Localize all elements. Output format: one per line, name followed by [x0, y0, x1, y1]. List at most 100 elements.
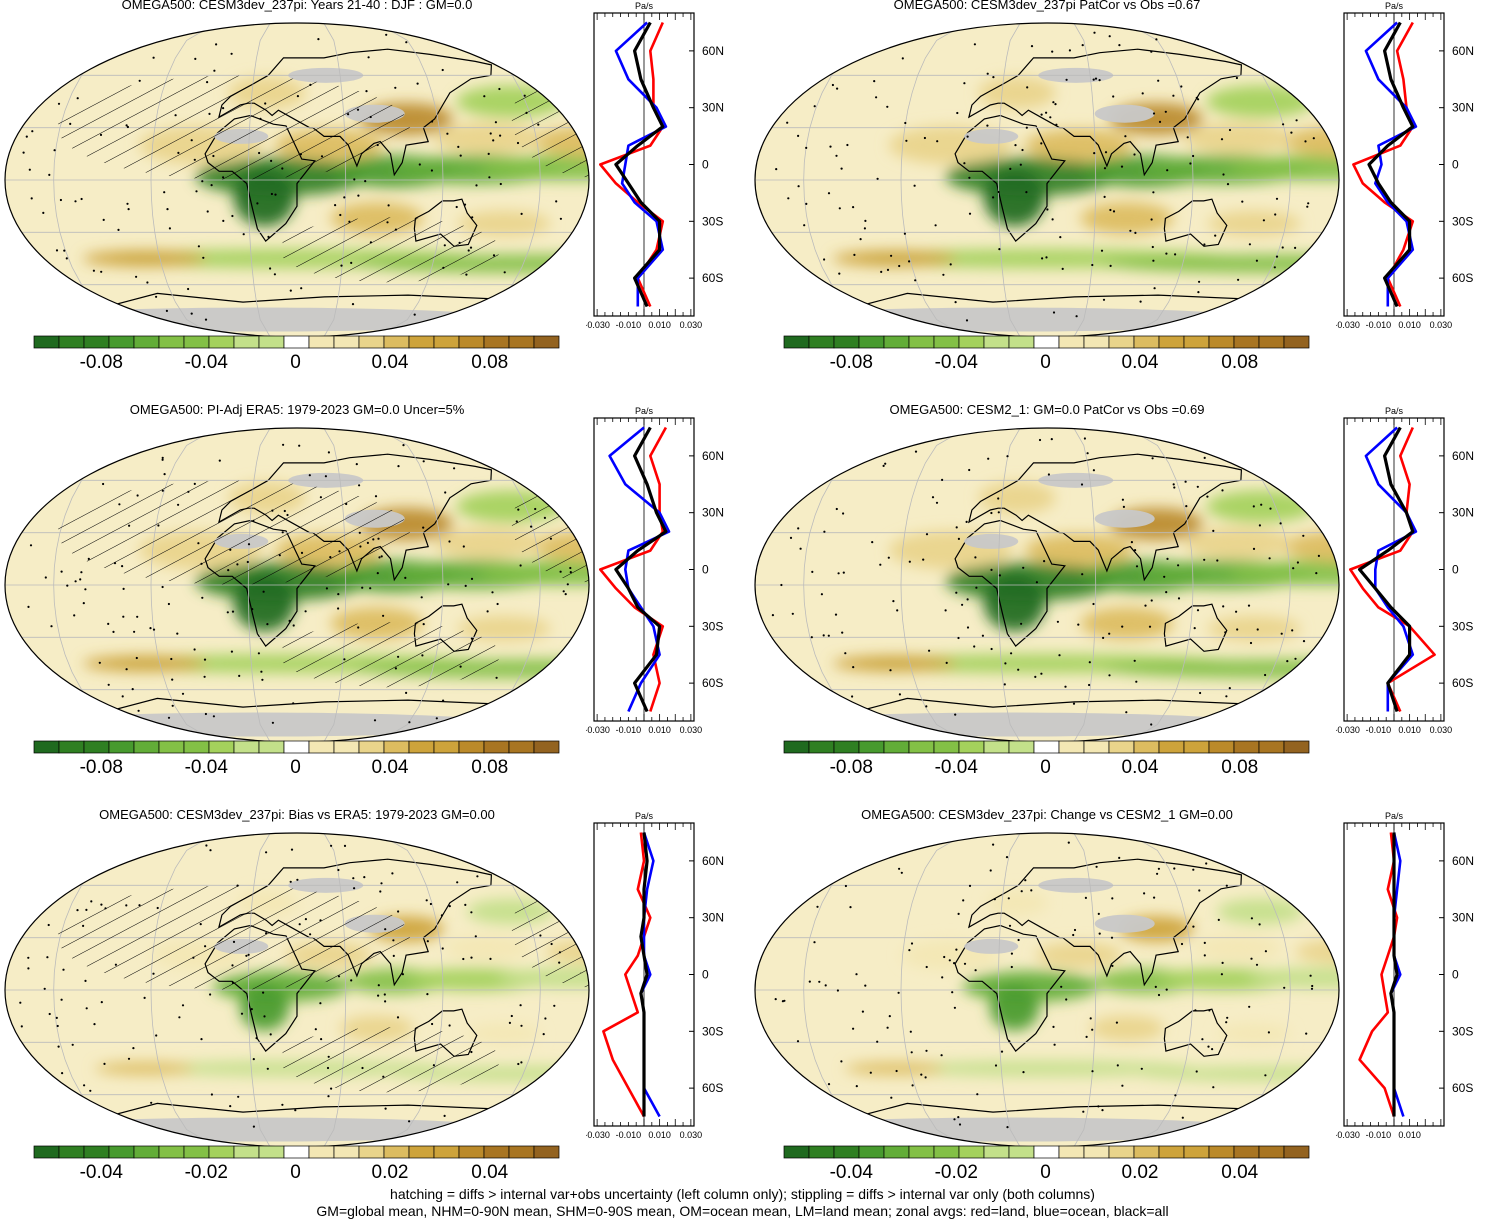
stipple	[1225, 884, 1228, 887]
stipple	[1003, 683, 1006, 686]
stipple	[194, 57, 197, 61]
colorbar-label: 0.04	[371, 352, 409, 373]
colorbar-label: 0	[1040, 757, 1051, 778]
stipple	[1035, 581, 1038, 584]
stipple	[126, 202, 129, 205]
stipple	[470, 911, 473, 914]
stipple	[1228, 128, 1232, 132]
stipple	[206, 81, 209, 84]
stipple	[1275, 255, 1279, 258]
stipple	[1198, 280, 1201, 283]
stipple	[1046, 208, 1049, 211]
colorbar-swatch	[883, 740, 910, 754]
stipple	[973, 645, 976, 648]
field-region	[1195, 935, 1282, 961]
stipple	[968, 884, 972, 887]
stipple	[1088, 661, 1091, 664]
graticule-lon	[997, 428, 1021, 742]
stipple	[1226, 183, 1230, 186]
panel-title: OMEGA500: CESM3dev_237pi PatCor vs Obs =…	[893, 0, 1201, 12]
stipple	[19, 1001, 22, 1004]
stipple	[1252, 547, 1256, 550]
stipple	[1317, 554, 1320, 557]
lat-label: 60S	[1452, 676, 1473, 690]
colorbar-swatch	[1233, 335, 1260, 349]
stipple	[66, 584, 69, 587]
stipple	[1281, 246, 1284, 249]
stipple	[469, 246, 473, 249]
stipple	[774, 998, 777, 1001]
stipple	[1236, 628, 1239, 631]
stipple	[181, 692, 185, 695]
stipple	[1225, 1021, 1228, 1024]
stipple	[363, 876, 366, 879]
stipple	[968, 468, 971, 472]
panel-title: OMEGA500: CESM3dev_237pi: Change vs CESM…	[861, 807, 1233, 822]
stipple	[900, 871, 903, 874]
stipple	[308, 474, 311, 477]
stipple	[1102, 636, 1105, 639]
stipple	[377, 994, 380, 997]
map-panel-4: OMEGA500: CESM2_1: GM=0.0 PatCor vs Obs …	[750, 402, 1485, 800]
stipple	[251, 608, 254, 611]
stipple	[85, 1007, 88, 1010]
stipple	[1112, 95, 1115, 98]
stipple	[957, 912, 960, 915]
stipple	[994, 1064, 998, 1067]
colorbar-swatch	[283, 1145, 310, 1159]
stipple	[1014, 144, 1017, 147]
stipple	[1080, 483, 1084, 486]
stipple	[309, 83, 312, 86]
lat-label: 30N	[1452, 911, 1474, 925]
stipple	[167, 602, 170, 606]
stipple	[440, 914, 443, 917]
stipple	[1196, 609, 1200, 612]
stipple	[953, 1118, 956, 1121]
stipple	[453, 467, 456, 470]
graticule-lon	[247, 833, 271, 1147]
colorbar-label: 0.08	[1221, 352, 1259, 373]
colorbar-swatch	[1233, 1145, 1260, 1159]
stipple	[242, 233, 245, 236]
colorbar-label: 0.04	[371, 757, 409, 778]
stipple	[319, 919, 322, 922]
stipple	[1296, 561, 1299, 564]
stipple	[968, 212, 972, 215]
stipple	[304, 610, 307, 613]
stipple	[1092, 469, 1095, 472]
lat-label: 30N	[702, 506, 724, 520]
colorbar-swatch	[58, 740, 85, 754]
stipple	[966, 135, 969, 138]
stipple	[1022, 1071, 1025, 1074]
panel-title: OMEGA500: CESM3dev_237pi: Bias vs ERA5: …	[99, 807, 495, 822]
zonal-line-land	[602, 832, 652, 1118]
x-tick-label: -0.010	[1366, 725, 1392, 735]
stipple	[822, 634, 825, 637]
stipple	[470, 577, 474, 580]
coastline-antarctica	[5, 292, 491, 337]
stipple	[559, 217, 563, 220]
stipple	[71, 1043, 74, 1046]
stipple	[430, 169, 433, 172]
colorbar-swatch	[383, 335, 410, 349]
stipple	[1072, 933, 1075, 937]
stipple	[1165, 591, 1168, 594]
stipple	[470, 637, 473, 640]
stipple	[1163, 575, 1166, 578]
colorbar-swatch	[1083, 1145, 1110, 1159]
stipple	[459, 154, 462, 157]
stipple	[22, 151, 25, 154]
stipple	[358, 484, 361, 487]
stipple	[961, 603, 964, 606]
stipple	[446, 132, 449, 135]
stipple	[844, 884, 847, 888]
stipple	[252, 1058, 255, 1061]
stipple	[1089, 1017, 1092, 1020]
stipple	[418, 163, 421, 166]
stipple	[1081, 44, 1084, 47]
stipple	[56, 1024, 59, 1028]
graticule-lon	[1180, 428, 1291, 742]
stipple	[1275, 197, 1279, 200]
stipple	[904, 121, 907, 125]
stipple	[60, 570, 63, 573]
